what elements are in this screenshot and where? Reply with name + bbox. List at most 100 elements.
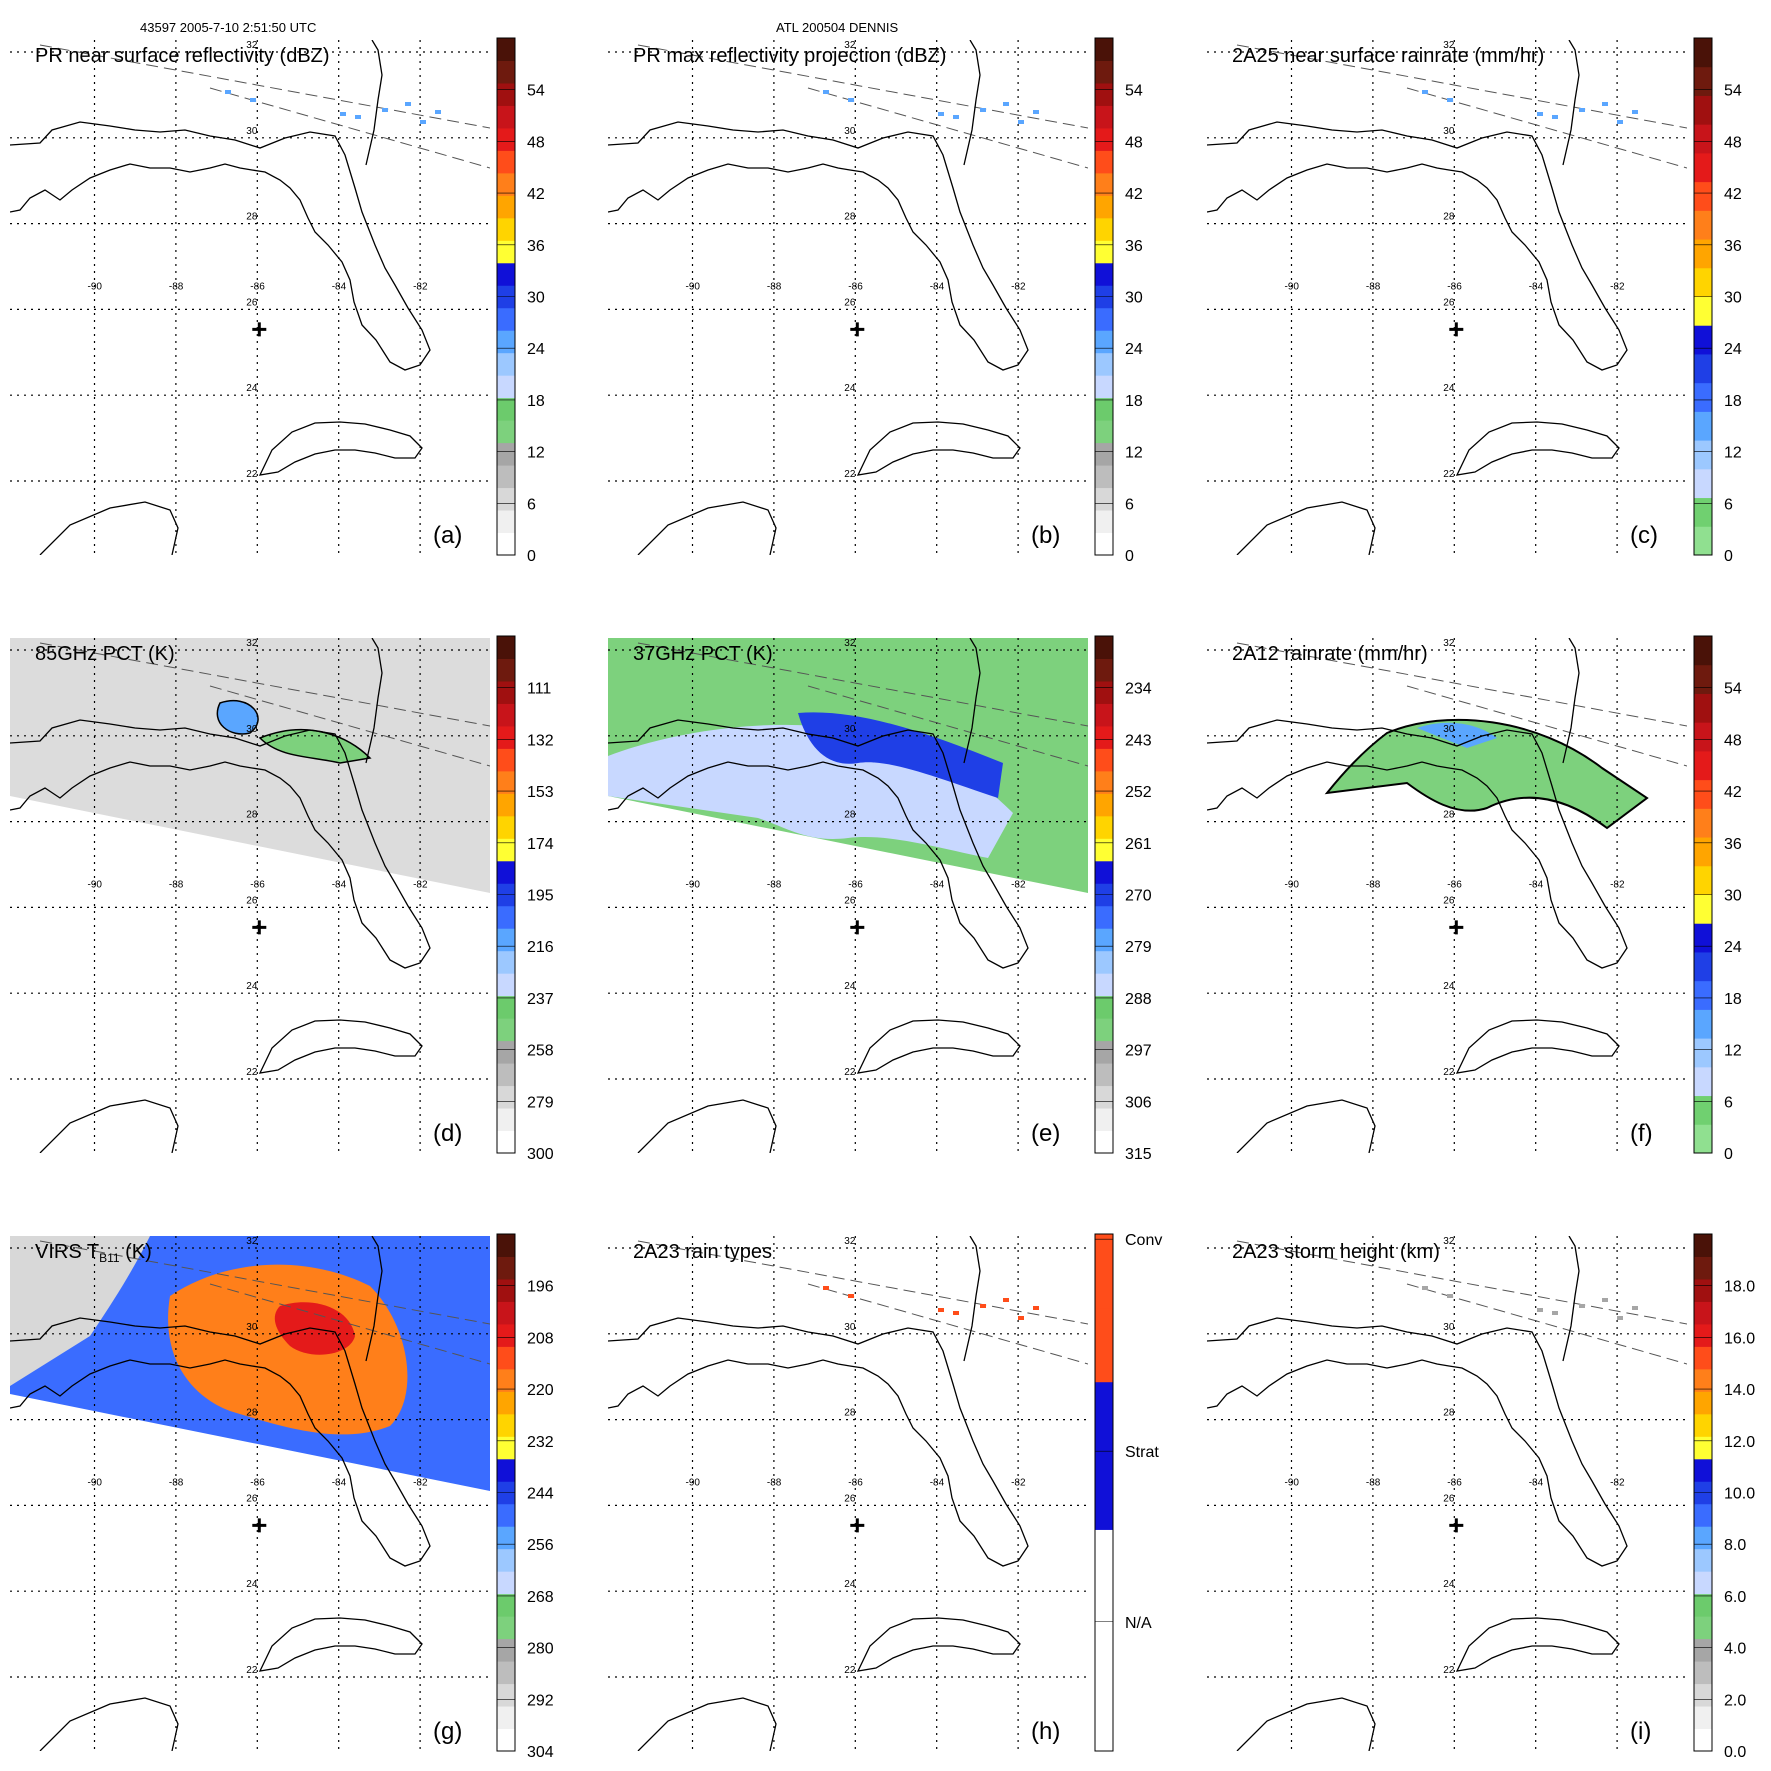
colorbar-segment: [497, 748, 515, 772]
map-panel-d: -90-88-86-84-82-8032302826242285GHz PCT …: [10, 638, 490, 1153]
colorbar-segment: [497, 1661, 515, 1685]
colorbar-segment: [497, 510, 515, 534]
colorbar-tick-label: 268: [527, 1589, 554, 1606]
colorbar-tick-label: 244: [527, 1486, 554, 1503]
colorbar-tick-label: 232: [527, 1434, 554, 1451]
echo-pixel: [1018, 120, 1024, 124]
coastline-cuba: [1455, 1617, 1620, 1672]
colorbar-segment: [497, 725, 515, 749]
colorbar-segment: [497, 1018, 515, 1042]
colorbar-segment: [1694, 1638, 1712, 1662]
colorbar-segment: [1095, 680, 1113, 704]
colorbar-segment: [1694, 1526, 1712, 1550]
colorbar-tick-label: 4.0: [1724, 1641, 1746, 1658]
heavy-rain-region: [1417, 722, 1497, 748]
latitude-label: 26: [246, 1493, 258, 1504]
colorbar-tick-label: 258: [527, 1043, 554, 1060]
echo-pixel: [225, 90, 231, 94]
swath-edge: [209, 1283, 490, 1365]
colorbar-tick-label: 196: [527, 1279, 554, 1296]
colorbar-segment: [497, 1391, 515, 1415]
colorbar-segment: [497, 1638, 515, 1662]
colorbar-segment: [497, 1683, 515, 1707]
panel-label: (f): [1630, 1120, 1653, 1147]
colorbar-segment: [1095, 928, 1113, 952]
coastline-cuba: [856, 1617, 1021, 1672]
colorbar-segment: [1694, 468, 1712, 499]
colorbar-segment: [1694, 980, 1712, 1010]
colorbar-segment: [1694, 124, 1712, 154]
latitude-label: 32: [1443, 40, 1455, 51]
swath-edge: [637, 642, 1088, 727]
colorbar-segment: [1095, 1455, 1113, 1530]
colorbar-segment: [497, 1234, 515, 1257]
map-panel-f: -90-88-86-84-82-803230282624222A12 rainr…: [1207, 638, 1687, 1153]
latitude-label: 26: [1443, 895, 1455, 906]
latitude-label: 24: [246, 383, 258, 394]
colorbar-segment: [1095, 703, 1113, 727]
colorbar-g: 304 292 280 268 256 244 232 220 208 196: [496, 1233, 554, 1761]
colorbar-segment: [497, 307, 515, 331]
colorbar-tick-label: 256: [527, 1537, 554, 1554]
colorbar-segment: [1095, 352, 1113, 376]
colorbar-segment: [1694, 296, 1712, 326]
map-content: -90-88-86-84-82-80323028262422: [608, 1236, 1088, 1751]
swath-edge: [1236, 642, 1687, 727]
colorbar-segment: [1694, 1661, 1712, 1685]
latitude-label: 28: [1443, 212, 1455, 223]
colorbar-segment: [497, 1108, 515, 1132]
colorbar-tick-label: 300: [527, 1146, 554, 1163]
colorbar-segment: [1694, 66, 1712, 96]
colorbar-tick-label: 42: [1724, 186, 1742, 203]
colorbar-segment: [1095, 397, 1113, 421]
colorbar-segment: [1095, 307, 1113, 331]
colorbar-segment: [1694, 837, 1712, 867]
latitude-label: 24: [1443, 383, 1455, 394]
colorbar-tick-label: 12: [527, 445, 545, 462]
colorbar-segment: [497, 1130, 515, 1154]
latitude-label: 22: [1443, 469, 1455, 480]
panel-title: 2A25 near surface rainrate (mm/hr): [1232, 45, 1544, 67]
map-panel-e: -90-88-86-84-82-8032302826242237GHz PCT …: [608, 638, 1088, 1153]
colorbar-tick-label: 36: [1125, 238, 1143, 255]
latitude-label: 22: [844, 1067, 856, 1078]
colorbar-segment: [1095, 1040, 1113, 1064]
colorbar-segment: [1694, 750, 1712, 781]
colorbar-segment: [1694, 1095, 1712, 1125]
longitude-label: -86: [250, 281, 265, 292]
coastline-yucatan: [1236, 1099, 1376, 1153]
colorbar-tick-label: 315: [1125, 1146, 1152, 1163]
colorbar-segment: [497, 1278, 515, 1302]
colorbar-segment: [1095, 172, 1113, 196]
latitude-label: 22: [246, 1067, 258, 1078]
colorbar-segment: [497, 195, 515, 219]
colorbar-segment: [497, 60, 515, 84]
colorbar-tick-label: 220: [527, 1382, 554, 1399]
storm-center-marker: [1449, 322, 1464, 337]
map-content: -90-88-86-84-82-80323028262422: [608, 40, 1088, 555]
coastline-gulf: [1207, 719, 1628, 969]
storm-center-marker: [1449, 1518, 1464, 1533]
echo-pixel: [1003, 102, 1009, 106]
longitude-label: -86: [250, 879, 265, 890]
map-content: -90-88-86-84-82-80323028262422: [10, 1236, 490, 1751]
colorbar-tick-label: 270: [1125, 888, 1152, 905]
colorbar-tick-label: 36: [527, 238, 545, 255]
latitude-label: 24: [844, 981, 856, 992]
colorbar-tick-label: N/A: [1125, 1615, 1152, 1632]
colorbar-segment: [1694, 1124, 1712, 1154]
colorbar-tick-label: 252: [1125, 784, 1152, 801]
echo-pixel: [1033, 110, 1039, 114]
latitude-label: 22: [844, 1665, 856, 1676]
echo-pixel: [355, 115, 361, 119]
colorbar-segment: [1694, 636, 1712, 666]
colorbar-segment: [497, 1346, 515, 1370]
echo-pixel: [1579, 1304, 1585, 1308]
colorbar-segment: [497, 150, 515, 174]
colorbar-tick-label: 42: [1724, 784, 1742, 801]
coastline-yucatan: [637, 1099, 777, 1153]
colorbar-segment: [1694, 664, 1712, 694]
colorbar-segment: [497, 793, 515, 817]
longitude-label: -90: [88, 879, 103, 890]
longitude-label: -90: [1285, 281, 1300, 292]
